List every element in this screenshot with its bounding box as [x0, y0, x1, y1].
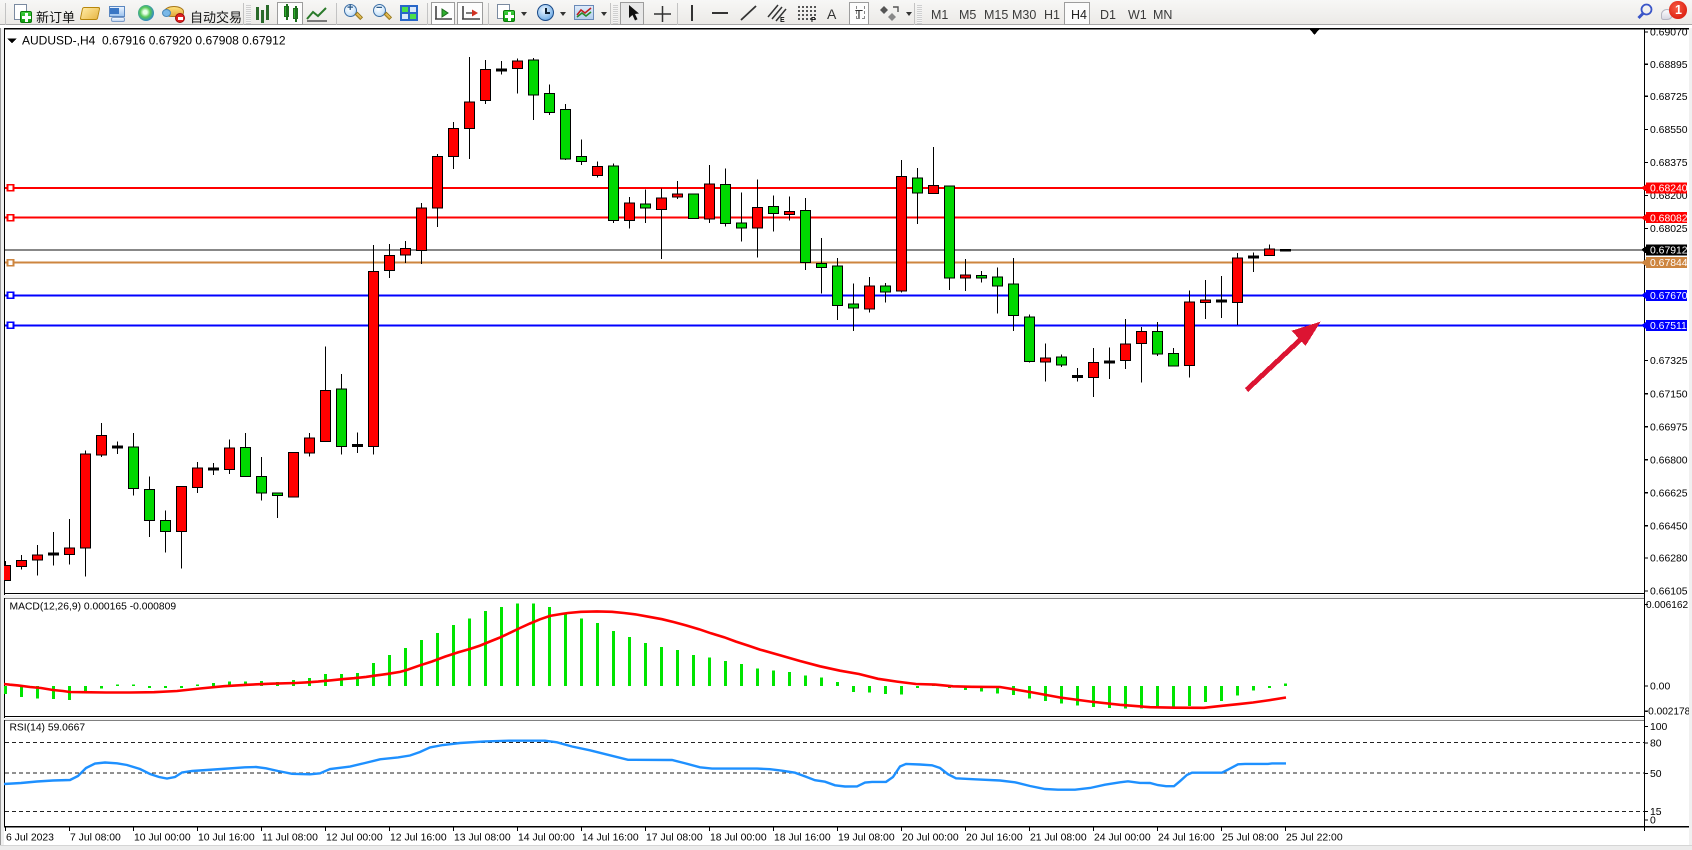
svg-text:AUDUSD-,H4 0.67916 0.67920 0.: AUDUSD-,H4 0.67916 0.67920 0.67908 0.679…	[22, 34, 286, 48]
svg-text:0.67150: 0.67150	[1650, 389, 1688, 400]
svg-text:12 Jul 00:00: 12 Jul 00:00	[326, 833, 383, 844]
svg-text:100: 100	[1650, 722, 1668, 733]
svg-text:0.66105: 0.66105	[1650, 587, 1688, 598]
svg-text:0.006162: 0.006162	[1646, 600, 1688, 611]
svg-text:20 Jul 16:00: 20 Jul 16:00	[966, 833, 1023, 844]
svg-text:24 Jul 16:00: 24 Jul 16:00	[1158, 833, 1215, 844]
svg-text:0.68025: 0.68025	[1650, 224, 1688, 235]
svg-text:13 Jul 08:00: 13 Jul 08:00	[454, 833, 511, 844]
svg-text:0.68375: 0.68375	[1650, 158, 1688, 169]
svg-text:14 Jul 16:00: 14 Jul 16:00	[582, 833, 639, 844]
svg-text:0.68550: 0.68550	[1650, 125, 1688, 136]
svg-text:MACD(12,26,9) 0.000165 -0.0008: MACD(12,26,9) 0.000165 -0.000809	[10, 602, 177, 613]
svg-text:80: 80	[1650, 739, 1662, 750]
svg-text:25 Jul 08:00: 25 Jul 08:00	[1222, 833, 1279, 844]
svg-text:18 Jul 00:00: 18 Jul 00:00	[710, 833, 767, 844]
svg-text:21 Jul 08:00: 21 Jul 08:00	[1030, 833, 1087, 844]
svg-text:50: 50	[1650, 769, 1662, 780]
svg-text:19 Jul 08:00: 19 Jul 08:00	[838, 833, 895, 844]
svg-text:7 Jul 08:00: 7 Jul 08:00	[70, 833, 121, 844]
svg-text:10 Jul 16:00: 10 Jul 16:00	[198, 833, 255, 844]
svg-text:0.66280: 0.66280	[1650, 554, 1688, 565]
svg-text:0.68725: 0.68725	[1650, 92, 1688, 103]
svg-text:0.68200: 0.68200	[1650, 191, 1688, 202]
svg-text:11 Jul 08:00: 11 Jul 08:00	[262, 833, 318, 844]
svg-text:-0.002178: -0.002178	[1645, 707, 1691, 718]
svg-text:F: F	[811, 17, 816, 23]
svg-text:0.68895: 0.68895	[1650, 60, 1688, 71]
svg-text:17 Jul 08:00: 17 Jul 08:00	[646, 833, 703, 844]
svg-text:0.00: 0.00	[1650, 682, 1670, 693]
svg-text:RSI(14) 59.0667: RSI(14) 59.0667	[10, 723, 86, 734]
svg-text:6 Jul 2023: 6 Jul 2023	[6, 833, 54, 844]
svg-text:0.66800: 0.66800	[1650, 455, 1688, 466]
svg-text:14 Jul 00:00: 14 Jul 00:00	[518, 833, 575, 844]
svg-text:0.66625: 0.66625	[1650, 488, 1688, 499]
svg-text:0.66450: 0.66450	[1650, 521, 1688, 532]
svg-text:0.68240: 0.68240	[1650, 184, 1688, 195]
svg-text:0.67325: 0.67325	[1650, 356, 1688, 367]
svg-text:0: 0	[1650, 816, 1656, 827]
svg-text:0.69070: 0.69070	[1650, 28, 1688, 39]
svg-text:18 Jul 16:00: 18 Jul 16:00	[774, 833, 831, 844]
svg-text:0.67670: 0.67670	[1650, 291, 1688, 302]
svg-text:E: E	[780, 17, 785, 23]
svg-text:0.66975: 0.66975	[1650, 422, 1688, 433]
svg-text:25 Jul 22:00: 25 Jul 22:00	[1286, 833, 1343, 844]
svg-text:0.67511: 0.67511	[1650, 321, 1687, 332]
svg-text:0.68082: 0.68082	[1650, 213, 1688, 224]
svg-text:0.67844: 0.67844	[1650, 258, 1688, 269]
svg-text:12 Jul 16:00: 12 Jul 16:00	[390, 833, 447, 844]
svg-text:15: 15	[1650, 807, 1662, 818]
svg-text:0.67912: 0.67912	[1650, 245, 1688, 256]
svg-text:24 Jul 00:00: 24 Jul 00:00	[1094, 833, 1151, 844]
svg-text:20 Jul 00:00: 20 Jul 00:00	[902, 833, 959, 844]
svg-text:10 Jul 00:00: 10 Jul 00:00	[134, 833, 191, 844]
